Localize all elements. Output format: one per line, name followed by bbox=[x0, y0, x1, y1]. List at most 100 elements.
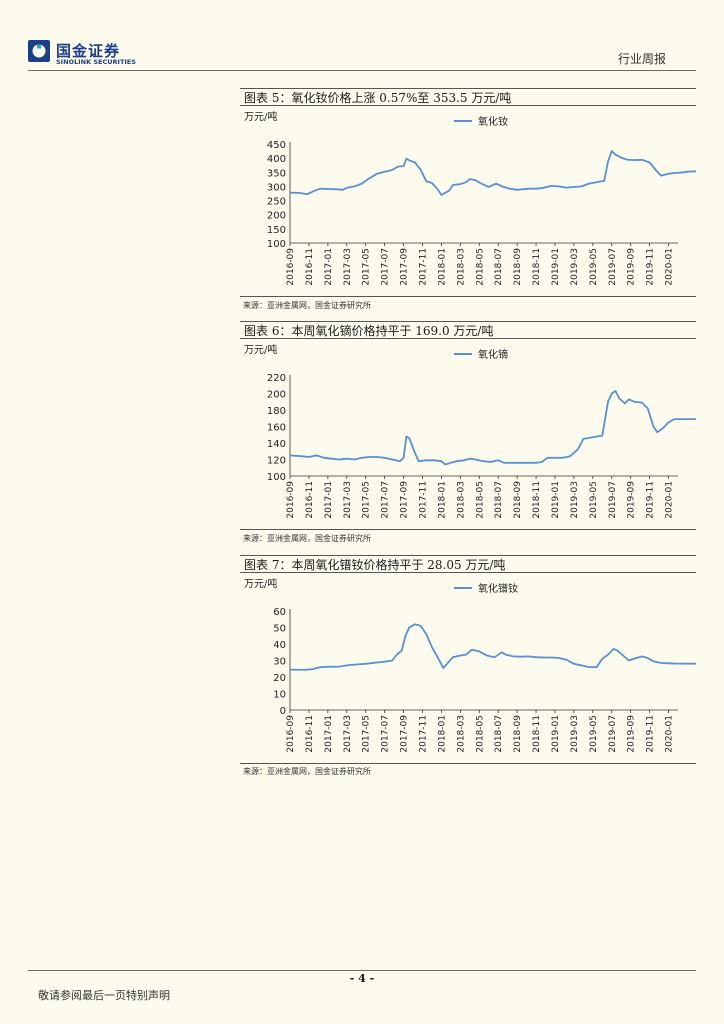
y-tick-label: 150 bbox=[267, 225, 286, 236]
figure-6-source-divider bbox=[240, 529, 696, 530]
y-tick-label: 180 bbox=[267, 406, 286, 417]
x-tick-label: 2017-05 bbox=[362, 248, 372, 286]
page-number: - 4 - bbox=[349, 972, 375, 985]
logo-icon bbox=[28, 40, 50, 62]
x-tick-label: 2018-09 bbox=[513, 715, 523, 753]
x-tick-label: 2018-11 bbox=[532, 715, 542, 753]
y-tick-label: 250 bbox=[267, 197, 286, 208]
series-line bbox=[289, 150, 696, 196]
x-tick-label: 2017-03 bbox=[343, 715, 353, 753]
figure-7-source: 来源：亚洲金属网，国金证券研究所 bbox=[243, 767, 371, 776]
figure-5-chart: 万元/吨 氧化钕 100 150 200 250 300 350 400 450 2016-09 20… bbox=[244, 110, 696, 286]
y-tick-label: 120 bbox=[267, 456, 286, 467]
x-tick-label: 2017-07 bbox=[381, 481, 391, 519]
x-tick-label: 2018-01 bbox=[437, 715, 447, 753]
x-tick-label: 2020-01 bbox=[665, 481, 675, 519]
x-tick-label: 2018-07 bbox=[494, 715, 504, 753]
x-tick-label: 2017-01 bbox=[324, 481, 334, 519]
x-tick-label: 2019-09 bbox=[627, 248, 637, 286]
x-tick-label: 2019-11 bbox=[646, 248, 656, 286]
x-tick-label: 2017-11 bbox=[418, 715, 428, 753]
figure-6-source: 来源：亚洲金属网，国金证券研究所 bbox=[243, 534, 371, 543]
figure-6-title: 图表 6：本周氧化镝价格持平于 169.0 万元/吨 bbox=[240, 321, 696, 339]
y-tick-label: 20 bbox=[273, 673, 286, 684]
figure-5-source: 来源：亚洲金属网，国金证券研究所 bbox=[243, 301, 371, 310]
figure-5-source-divider bbox=[240, 296, 696, 297]
x-tick-label: 2017-03 bbox=[343, 248, 353, 286]
x-tick-label: 2019-01 bbox=[551, 248, 561, 286]
y-tick-label: 400 bbox=[267, 154, 286, 165]
x-tick-label: 2018-01 bbox=[437, 481, 447, 519]
y-tick-label: 60 bbox=[273, 607, 286, 618]
y-unit-label: 万元/吨 bbox=[244, 343, 277, 356]
y-tick-label: 30 bbox=[273, 657, 286, 668]
x-tick-label: 2018-09 bbox=[513, 248, 523, 286]
y-tick-label: 100 bbox=[267, 239, 286, 250]
x-tick-label: 2017-07 bbox=[381, 248, 391, 286]
y-tick-label: 350 bbox=[267, 168, 286, 179]
x-tick-label: 2017-11 bbox=[418, 248, 428, 286]
legend-label: 氧化镝 bbox=[478, 348, 508, 361]
x-tick-label: 2019-07 bbox=[608, 248, 618, 286]
y-tick-label: 0 bbox=[280, 706, 286, 717]
y-tick-label: 10 bbox=[273, 690, 286, 701]
x-tick-label: 2016-11 bbox=[305, 248, 315, 286]
x-tick-label: 2018-11 bbox=[532, 481, 542, 519]
x-tick-label: 2019-03 bbox=[570, 248, 580, 286]
x-tick-label: 2018-05 bbox=[475, 248, 485, 286]
y-tick-label: 200 bbox=[267, 211, 286, 222]
x-tick-label: 2017-11 bbox=[418, 481, 428, 519]
x-tick-label: 2018-05 bbox=[475, 715, 485, 753]
x-tick-label: 2019-11 bbox=[646, 481, 656, 519]
figure-7-chart: 万元/吨 氧化镨钕 0 10 20 30 40 50 60 2016-09 2016-11 2017-… bbox=[244, 577, 696, 753]
x-tick-label: 2020-01 bbox=[665, 715, 675, 753]
series-line bbox=[289, 623, 696, 671]
figure-7-source-divider bbox=[240, 763, 696, 764]
x-tick-label: 2017-09 bbox=[400, 481, 410, 519]
series-line bbox=[289, 390, 696, 466]
x-tick-label: 2017-05 bbox=[362, 715, 372, 753]
x-tick-label: 2019-03 bbox=[570, 481, 580, 519]
x-tick-label: 2018-05 bbox=[475, 481, 485, 519]
x-tick-label: 2019-03 bbox=[570, 715, 580, 753]
x-tick-label: 2017-03 bbox=[343, 481, 353, 519]
report-type-label: 行业周报 bbox=[617, 52, 666, 66]
y-tick-label: 200 bbox=[267, 390, 286, 401]
figure-7-title: 图表 7：本周氧化镨钕价格持平于 28.05 万元/吨 bbox=[240, 555, 696, 573]
x-tick-label: 2018-07 bbox=[494, 481, 504, 519]
x-tick-label: 2019-01 bbox=[551, 715, 561, 753]
y-tick-label: 300 bbox=[267, 182, 286, 193]
x-tick-label: 2016-11 bbox=[305, 715, 315, 753]
y-unit-label: 万元/吨 bbox=[244, 110, 277, 123]
y-tick-label: 100 bbox=[267, 472, 286, 483]
x-tick-label: 2018-03 bbox=[456, 715, 466, 753]
x-tick-label: 2018-01 bbox=[437, 248, 447, 286]
x-tick-label: 2019-07 bbox=[608, 715, 618, 753]
x-tick-label: 2016-11 bbox=[305, 481, 315, 519]
x-tick-label: 2019-05 bbox=[589, 715, 599, 753]
y-tick-label: 450 bbox=[267, 140, 286, 151]
y-tick-label: 140 bbox=[267, 439, 286, 450]
x-tick-label: 2019-09 bbox=[627, 715, 637, 753]
x-tick-label: 2018-03 bbox=[456, 248, 466, 286]
x-tick-label: 2017-05 bbox=[362, 481, 372, 519]
logo-chinese-text: 国金证券 bbox=[56, 42, 121, 60]
x-tick-label: 2019-05 bbox=[589, 481, 599, 519]
legend-label: 氧化镨钕 bbox=[478, 582, 518, 595]
x-tick-label: 2019-09 bbox=[627, 481, 637, 519]
legend-label: 氧化钕 bbox=[478, 115, 508, 128]
x-tick-label: 2017-09 bbox=[400, 248, 410, 286]
x-tick-label: 2018-11 bbox=[532, 248, 542, 286]
y-tick-label: 40 bbox=[273, 640, 286, 651]
x-tick-label: 2018-03 bbox=[456, 481, 466, 519]
x-tick-label: 2019-11 bbox=[646, 715, 656, 753]
x-tick-label: 2017-01 bbox=[324, 248, 334, 286]
y-unit-label: 万元/吨 bbox=[244, 577, 277, 590]
x-tick-label: 2017-07 bbox=[381, 715, 391, 753]
x-tick-label: 2017-09 bbox=[400, 715, 410, 753]
header-divider bbox=[28, 70, 696, 71]
x-tick-label: 2016-09 bbox=[286, 481, 296, 519]
footer-divider bbox=[28, 970, 696, 971]
x-tick-label: 2016-09 bbox=[286, 248, 296, 286]
figure-5-title: 图表 5：氧化钕价格上涨 0.57%至 353.5 万元/吨 bbox=[240, 88, 696, 106]
